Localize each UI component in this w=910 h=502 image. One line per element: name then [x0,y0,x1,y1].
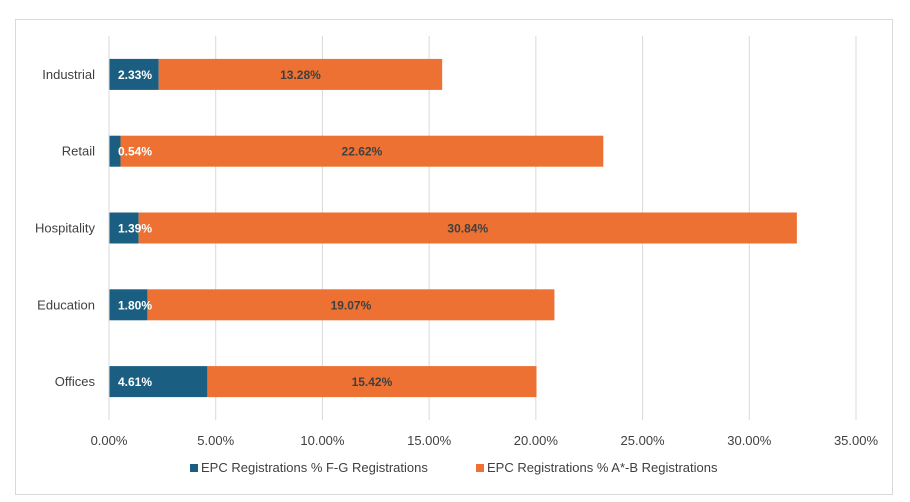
x-tick-label: 10.00% [300,433,345,448]
x-tick-label: 5.00% [197,433,234,448]
data-label: 13.28% [280,68,321,82]
axes: 0.00% 5.00% 10.00% 15.00% 20.00% 25.00% 30.00%… [35,36,878,448]
legend-entry-label: EPC Registrations % F-G Registrations [201,460,428,475]
bars [109,58,797,398]
chart-area [15,19,893,495]
bar-ab-hospitality [138,212,797,244]
x-tick-label: 15.00% [407,433,452,448]
data-label: 15.42% [352,375,393,389]
bar-fg-industrial [109,58,159,90]
bar-fg-hospitality [109,212,139,244]
bar-ab-education [147,289,555,321]
x-tick-label: 35.00% [834,433,879,448]
x-tick-label: 20.00% [514,433,559,448]
data-label: 4.61% [118,375,152,389]
legend-swatch [190,464,198,472]
x-tick-label: 30.00% [727,433,772,448]
legend: EPC Registrations % F-G Registrations EPC… [190,460,718,475]
x-tick-label: 25.00% [621,433,666,448]
bar-fg-education [109,289,148,321]
data-label: 1.39% [118,222,152,236]
category-label: Offices [55,374,96,389]
data-label: 19.07% [331,298,372,312]
bar-ab-industrial [158,58,443,90]
data-label: 1.80% [118,298,152,312]
data-label: 30.84% [447,222,488,236]
legend-swatch [476,464,484,472]
category-label: Retail [62,144,95,159]
category-label: Industrial [42,67,95,82]
category-label: Education [37,297,95,312]
data-label: 22.62% [342,145,383,159]
data-label: 2.33% [118,68,152,82]
data-labels: 2.33% 13.28% 0.54% 22.62% 1.39% 30.84% 1.80% 19… [118,68,488,389]
bar-fg-offices [109,366,208,398]
x-tick-label: 0.00% [91,433,128,448]
data-label: 0.54% [118,145,152,159]
category-label: Hospitality [35,221,95,236]
bar-fg-retail [109,135,121,167]
legend-entry-label: EPC Registrations % A*-B Registrations [487,460,718,475]
bar-ab-retail [120,135,604,167]
bar-ab-offices [207,366,537,398]
